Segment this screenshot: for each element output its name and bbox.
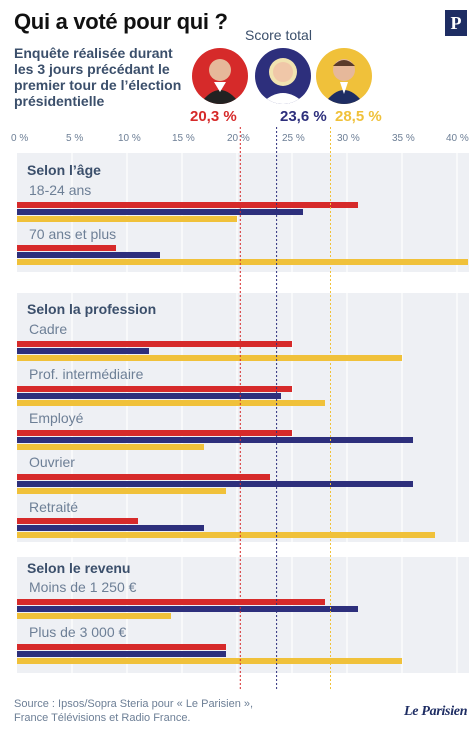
bar-le_pen: [17, 481, 413, 487]
bar-macron: [17, 488, 226, 494]
melenchon-portrait: [192, 48, 248, 104]
row-label: Retraité: [29, 499, 79, 515]
source-line-2: France Télévisions et Radio France.: [14, 712, 191, 724]
bar-melenchon: [17, 518, 138, 524]
x-tick-label: 0 %: [11, 133, 29, 144]
portrait-icon: [200, 59, 240, 104]
x-tick-label: 35 %: [392, 133, 415, 144]
bar-macron: [17, 613, 171, 619]
bar-melenchon: [17, 245, 116, 251]
bar-le_pen: [17, 252, 160, 258]
le-parisien-brand: Le Parisien: [404, 704, 468, 719]
source-line-1: Source : Ipsos/Sopra Steria pour « Le Pa…: [14, 698, 254, 710]
section-title-profession: Selon la profession: [27, 301, 157, 317]
row-label: Ouvrier: [29, 454, 75, 470]
source-note: Source : Ipsos/Sopra Steria pour « Le Pa…: [14, 697, 253, 725]
x-tick-label: 10 %: [118, 133, 141, 144]
section-title-age: Selon l’âge: [27, 162, 101, 178]
bar-melenchon: [17, 341, 292, 347]
bar-melenchon: [17, 430, 292, 436]
bar-macron: [17, 259, 468, 265]
bar-macron: [17, 444, 204, 450]
score-total-title: Score total: [245, 27, 312, 43]
bar-le_pen: [17, 348, 149, 354]
section-title-revenue: Selon le revenu: [27, 560, 131, 576]
bar-melenchon: [17, 386, 292, 392]
bar-macron: [17, 400, 325, 406]
bar-le_pen: [17, 209, 303, 215]
bar-macron: [17, 658, 402, 664]
le-parisien-logo: P: [445, 10, 467, 36]
bar-melenchon: [17, 202, 358, 208]
row-label: Moins de 1 250 €: [29, 579, 137, 595]
bar-le_pen: [17, 651, 226, 657]
bar-le_pen: [17, 393, 281, 399]
bar-melenchon: [17, 599, 325, 605]
panel-profession: [17, 293, 469, 542]
row-label: 18-24 ans: [29, 182, 92, 198]
bar-melenchon: [17, 644, 226, 650]
x-tick-label: 20 %: [227, 133, 250, 144]
score-le-pen: 23,6 %: [280, 108, 327, 125]
chart-subtitle: Enquête réalisée durant les 3 jours préc…: [14, 45, 182, 109]
bar-le_pen: [17, 606, 358, 612]
x-tick-label: 25 %: [282, 133, 305, 144]
macron-portrait: [316, 48, 372, 104]
row-label: 70 ans et plus: [29, 226, 117, 242]
score-melenchon: 20,3 %: [190, 108, 237, 125]
score-macron: 28,5 %: [335, 108, 382, 125]
x-tick-label: 40 %: [446, 133, 469, 144]
bar-melenchon: [17, 474, 270, 480]
x-tick-label: 30 %: [337, 133, 360, 144]
row-label: Employé: [29, 410, 84, 426]
page-title: Qui a voté pour qui ?: [14, 9, 228, 34]
row-label: Prof. intermédiaire: [29, 366, 144, 382]
row-label: Plus de 3 000 €: [29, 624, 127, 640]
bar-macron: [17, 216, 237, 222]
x-tick-label: 5 %: [66, 133, 84, 144]
portrait-icon: [261, 58, 305, 104]
x-tick-label: 15 %: [172, 133, 195, 144]
bar-macron: [17, 355, 402, 361]
row-label: Cadre: [29, 321, 68, 337]
portrait-icon: [324, 59, 364, 104]
bar-le_pen: [17, 525, 204, 531]
bar-macron: [17, 532, 435, 538]
le-pen-portrait: [255, 48, 311, 104]
bar-le_pen: [17, 437, 413, 443]
